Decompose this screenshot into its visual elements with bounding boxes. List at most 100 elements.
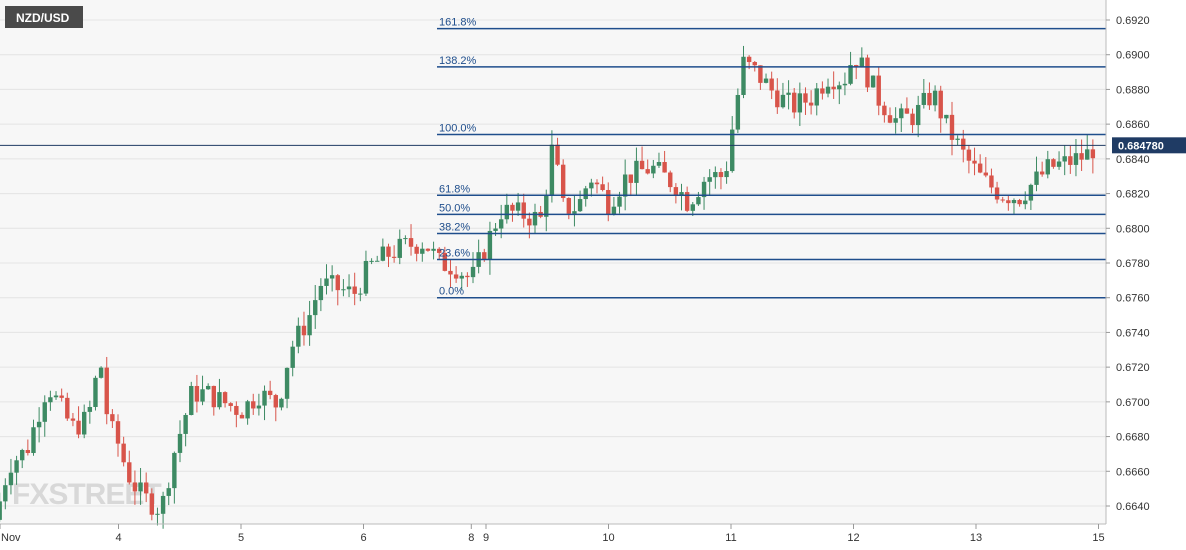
candle-body (803, 93, 808, 103)
candle (296, 317, 301, 354)
candle (684, 186, 690, 213)
candle-body (222, 392, 228, 404)
candle (172, 451, 177, 504)
candle (611, 196, 617, 216)
x-axis-ticks: Nov 4 5 6 8 9 10 11 12 13 15 (0, 524, 1105, 544)
candle (1056, 151, 1062, 170)
candle (679, 183, 684, 211)
candle (65, 392, 70, 421)
candle-body (515, 202, 521, 211)
x-tick-label: 15 (1092, 532, 1104, 544)
candle (386, 243, 391, 268)
candle-body (1006, 200, 1011, 204)
candle (769, 71, 774, 100)
candle-body (724, 171, 729, 178)
candle-body (346, 286, 352, 290)
candle (882, 101, 887, 123)
candle-body (301, 325, 307, 336)
candle (803, 87, 808, 115)
candle (1045, 150, 1050, 179)
candle (194, 374, 200, 413)
candle-body (870, 75, 876, 88)
candle (876, 66, 881, 116)
candle-body (589, 182, 594, 189)
candle (515, 192, 521, 216)
candle (59, 388, 64, 402)
candle-body (820, 88, 825, 94)
candle (98, 366, 104, 379)
candle-body (673, 187, 679, 196)
x-tick-label: 4 (115, 532, 121, 544)
y-tick-label: 0.6680 (1116, 432, 1150, 444)
candle-body (735, 94, 741, 130)
candle (696, 191, 701, 206)
y-axis-ticks: 0.6640 0.6660 0.6680 0.6700 0.6720 0.6740 0.67… (1106, 15, 1150, 513)
candle (910, 108, 915, 133)
candle-body (746, 56, 752, 63)
x-tick-label: 9 (483, 532, 489, 544)
candle-body (183, 414, 188, 434)
candle (177, 420, 183, 463)
candle (397, 229, 402, 265)
candle-body (228, 403, 233, 406)
y-tick-label: 0.6760 (1116, 293, 1150, 305)
candle-body (915, 104, 921, 126)
candle-body (1000, 199, 1005, 201)
candle (284, 367, 290, 409)
candle (1017, 198, 1022, 207)
candle (358, 287, 363, 302)
plot-background (0, 0, 1106, 524)
candle-body (701, 181, 707, 198)
candle (983, 157, 988, 178)
candle (36, 407, 42, 443)
candle (662, 150, 667, 173)
y-tick-label: 0.6820 (1116, 189, 1150, 201)
candle (93, 375, 98, 411)
candle (48, 390, 53, 411)
candle-body (296, 325, 301, 347)
candle-body (622, 174, 628, 197)
candle (346, 274, 352, 298)
candle (431, 241, 436, 260)
candle-body (408, 238, 414, 247)
candle (555, 137, 560, 167)
candle (955, 135, 960, 146)
candle-body (1079, 153, 1084, 160)
candle-body (566, 198, 572, 214)
candle (724, 161, 729, 184)
y-tick-label: 0.6860 (1116, 119, 1150, 131)
x-tick-label: 5 (238, 532, 244, 544)
candle (966, 144, 972, 174)
candle (989, 168, 994, 194)
candle (251, 393, 256, 415)
candle (200, 375, 205, 406)
candle (1034, 156, 1039, 192)
candle-body (994, 187, 1000, 200)
candle (921, 78, 927, 109)
candle-body (329, 275, 335, 279)
symbol-badge[interactable]: NZD/USD (5, 6, 83, 28)
candle-body (31, 427, 36, 454)
candle (470, 252, 476, 284)
candle (735, 88, 741, 134)
candle-body (132, 482, 138, 492)
candle (577, 190, 583, 213)
candle-body (1028, 184, 1034, 201)
fib-label: 38.2% (439, 221, 470, 233)
candle-body (521, 202, 526, 219)
candle-body (961, 138, 966, 150)
candle (961, 129, 966, 163)
candle-body (115, 421, 121, 444)
candle-body (324, 278, 329, 286)
candle (437, 247, 442, 260)
candle (25, 439, 31, 456)
candle (262, 385, 267, 421)
candle-body (1023, 200, 1028, 205)
candle (639, 146, 645, 170)
candle-body (0, 501, 2, 520)
candle-body (352, 286, 357, 294)
fib-label: 50.0% (439, 202, 470, 214)
candle (634, 147, 639, 195)
candle (837, 81, 842, 105)
candle (915, 95, 921, 138)
